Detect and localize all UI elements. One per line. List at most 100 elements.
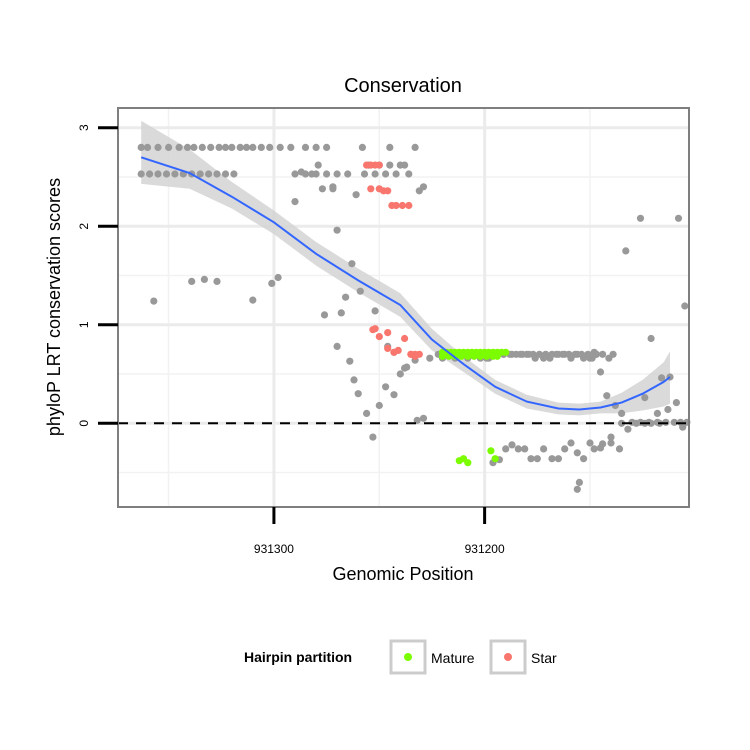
point-other <box>268 279 276 287</box>
point-other <box>401 364 409 372</box>
point-other <box>609 350 617 358</box>
y-axis-label: phyloP LRT conservation scores <box>44 178 64 436</box>
point-other <box>205 170 213 178</box>
point-other <box>348 260 356 268</box>
point-mature <box>483 352 491 360</box>
point-star <box>390 348 398 356</box>
point-other <box>632 419 640 427</box>
point-other <box>679 423 687 431</box>
point-other <box>674 214 683 222</box>
point-other <box>154 143 162 151</box>
point-other <box>242 143 251 151</box>
point-star <box>384 187 392 195</box>
smooth-line <box>140 156 671 411</box>
point-other <box>622 247 630 255</box>
y-tick-label: 3 <box>77 124 91 131</box>
point-other <box>154 170 162 178</box>
point-star <box>371 325 379 333</box>
point-other <box>175 143 183 151</box>
point-other <box>390 391 398 399</box>
series-mature <box>438 348 510 467</box>
point-other <box>274 273 282 282</box>
point-other <box>419 414 428 422</box>
point-other <box>573 485 581 493</box>
point-other <box>523 350 531 358</box>
point-other <box>607 439 615 447</box>
x-tick-label: 931200 <box>465 542 505 556</box>
points <box>137 143 691 493</box>
point-other <box>346 357 354 365</box>
point-other <box>411 143 419 151</box>
point-other <box>599 440 607 448</box>
point-other <box>323 143 331 151</box>
point-other <box>382 383 390 391</box>
point-other <box>333 342 341 350</box>
point-other <box>301 143 310 151</box>
point-other <box>333 226 341 234</box>
point-other <box>529 350 537 358</box>
point-other <box>228 143 236 151</box>
point-star <box>367 185 375 193</box>
point-star <box>384 329 392 337</box>
point-other <box>266 143 274 151</box>
point-other <box>150 297 158 305</box>
point-other <box>371 170 379 178</box>
point-other <box>337 309 345 317</box>
point-other <box>664 405 672 414</box>
point-other <box>215 143 223 151</box>
point-other <box>137 170 145 178</box>
point-other <box>230 170 238 178</box>
point-other <box>672 399 681 407</box>
point-other <box>647 334 655 343</box>
y-axis: 0 1 2 3 <box>77 124 118 427</box>
point-other <box>647 419 655 427</box>
point-other <box>308 170 316 178</box>
point-mature <box>487 447 495 455</box>
point-other <box>333 170 341 178</box>
point-other <box>415 187 423 195</box>
point-other <box>287 143 295 151</box>
point-star <box>375 185 383 193</box>
point-mature <box>476 352 484 360</box>
point-other <box>314 161 322 169</box>
point-other <box>146 170 154 178</box>
point-other <box>200 275 208 283</box>
legend-label-star: Star <box>531 650 557 666</box>
point-other <box>386 143 394 151</box>
point-other <box>183 143 192 151</box>
point-other <box>653 409 662 417</box>
point-other <box>603 392 611 400</box>
point-other <box>198 143 206 151</box>
point-other <box>540 445 548 453</box>
point-other <box>624 425 632 433</box>
point-other <box>590 445 598 453</box>
point-star <box>388 201 396 210</box>
point-other <box>329 183 337 191</box>
point-other <box>405 170 413 178</box>
point-other <box>356 287 364 295</box>
legend-label-mature: Mature <box>431 650 475 666</box>
y-tick-label: 2 <box>77 223 91 230</box>
point-other <box>533 455 541 463</box>
point-other <box>350 376 358 384</box>
point-other <box>221 170 230 178</box>
point-other <box>188 277 196 285</box>
point-other <box>599 350 607 358</box>
point-other <box>323 170 331 178</box>
point-other <box>344 170 352 178</box>
x-axis: 931300 931200 <box>254 507 505 556</box>
point-other <box>548 350 556 358</box>
point-mature <box>470 352 478 360</box>
point-other <box>375 401 383 410</box>
point-other <box>312 143 320 151</box>
point-other <box>392 170 400 178</box>
point-other <box>342 293 350 301</box>
point-mature <box>438 352 447 360</box>
point-other <box>369 433 377 441</box>
point-other <box>641 394 649 402</box>
point-other <box>586 439 594 447</box>
y-tick-label: 1 <box>77 321 91 328</box>
legend-swatch-mature <box>404 653 412 661</box>
point-other <box>401 161 409 169</box>
point-other <box>580 455 588 463</box>
